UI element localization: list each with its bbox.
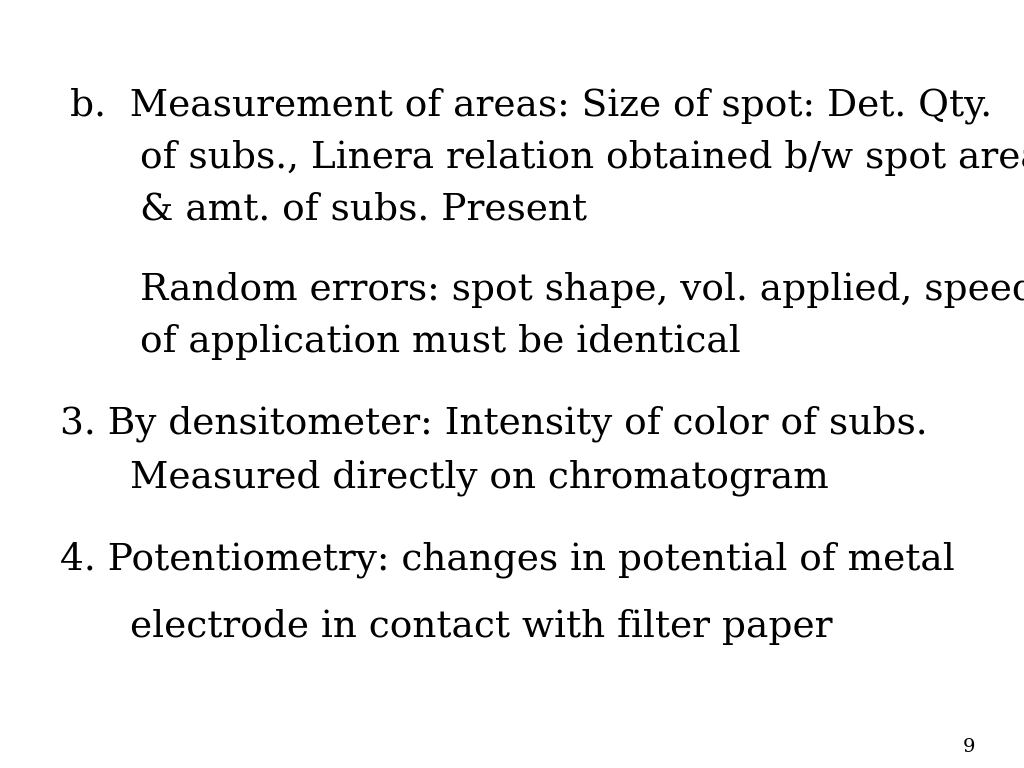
Text: Measured directly on chromatogram: Measured directly on chromatogram <box>130 460 828 496</box>
Text: b.  Measurement of areas: Size of spot: Det. Qty.: b. Measurement of areas: Size of spot: D… <box>70 88 992 124</box>
Text: 3. By densitometer: Intensity of color of subs.: 3. By densitometer: Intensity of color o… <box>60 405 928 442</box>
Text: of application must be identical: of application must be identical <box>140 324 740 360</box>
Text: electrode in contact with filter paper: electrode in contact with filter paper <box>130 609 833 645</box>
Text: 9: 9 <box>963 738 975 756</box>
Text: & amt. of subs. Present: & amt. of subs. Present <box>140 192 587 228</box>
Text: Random errors: spot shape, vol. applied, speed: Random errors: spot shape, vol. applied,… <box>140 272 1024 308</box>
Text: 4. Potentiometry: changes in potential of metal: 4. Potentiometry: changes in potential o… <box>60 541 954 578</box>
Text: of subs., Linera relation obtained b/w spot area: of subs., Linera relation obtained b/w s… <box>140 140 1024 176</box>
